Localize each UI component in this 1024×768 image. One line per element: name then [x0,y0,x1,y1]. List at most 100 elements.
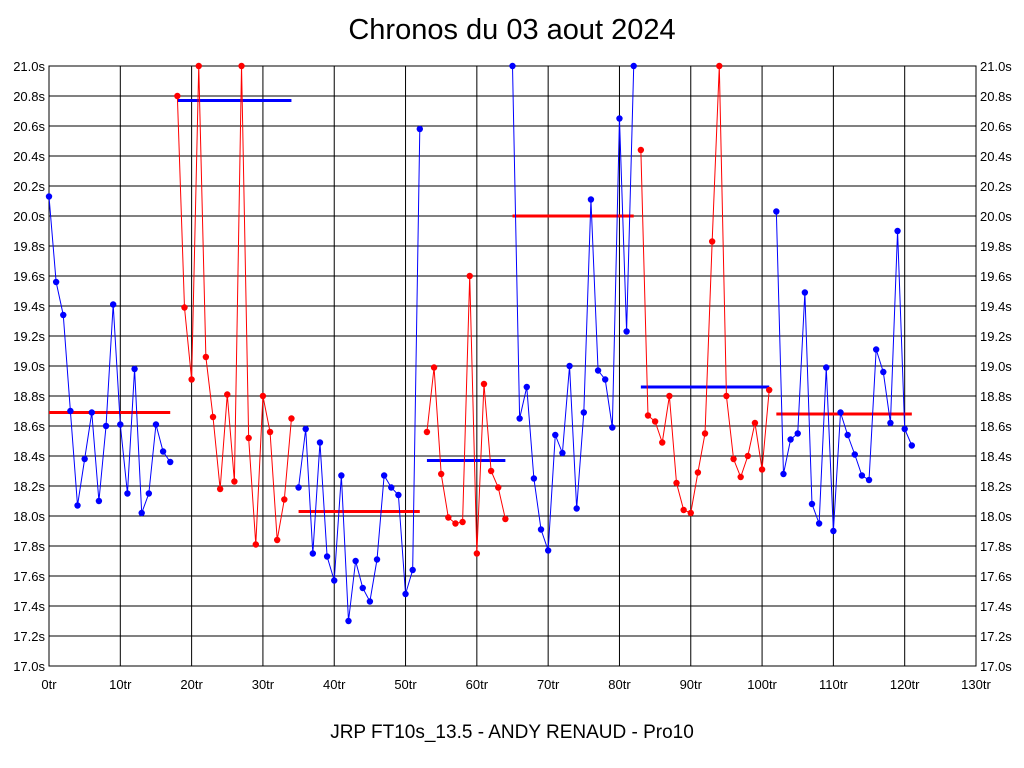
lap-point [202,353,210,361]
lap-point [580,409,588,416]
lap-point [316,439,324,446]
lap-point [331,577,338,584]
y-tick-label-left: 20.8s [13,89,45,104]
lap-point [794,430,801,437]
y-tick-label-left: 18.0s [13,509,45,524]
lap-point [323,553,331,560]
lap-point [309,550,317,557]
x-tick-label: 80tr [608,677,631,692]
lap-point [495,484,502,491]
lap-point [602,376,609,383]
lap-point [430,364,438,371]
y-tick-label-right: 20.4s [980,149,1012,164]
lap-point [837,409,844,416]
lap-point [787,436,794,443]
x-tick-label: 60tr [466,677,489,692]
lap-point [67,407,74,415]
x-tick-label: 130tr [961,677,991,692]
lap-series [45,62,916,625]
series-line [640,65,770,514]
lap-series-group [509,62,637,554]
y-tick-label-left: 17.6s [13,569,45,584]
lap-point [880,368,887,376]
lap-point [523,383,530,391]
y-tick-label-left: 20.4s [13,149,45,164]
grid-lines [48,65,977,667]
lap-point [509,62,516,70]
chart-footer: JRP FT10s_13.5 - ANDY RENAUD - Pro10 [330,722,694,743]
y-tick-label-left: 20.6s [13,119,45,134]
lap-point [815,520,823,527]
y-tick-label-left: 17.2s [13,629,45,644]
series-line [298,128,421,622]
x-tick-label: 120tr [890,677,920,692]
y-tick-label-right: 19.4s [980,299,1012,314]
y-tick-label-right: 17.2s [980,629,1012,644]
lap-point [352,557,359,565]
lap-point [395,491,402,499]
x-tick-label: 90tr [680,677,703,692]
lap-point [487,467,495,475]
series-line [48,196,171,514]
lap-series-group [295,125,423,625]
lap-point [409,566,416,574]
lap-point [102,422,110,430]
lap-point [673,479,680,487]
lap-point [751,419,759,427]
lap-point [259,392,267,400]
y-tick-label-right: 17.6s [980,569,1012,584]
lap-point [744,452,752,460]
lap-point [694,469,702,476]
lap-point [644,412,652,419]
lap-point [195,62,202,70]
y-tick-label-left: 18.6s [13,419,45,434]
lap-point [124,490,131,497]
y-tick-label-right: 18.6s [980,419,1012,434]
y-tick-label-left: 17.4s [13,599,45,614]
lap-point [359,584,366,592]
x-axis: 0tr 10tr 20tr 30tr 40tr 50tr 60tr 70tr 80tr 90tr 1… [41,677,991,692]
x-tick-label: 20tr [180,677,203,692]
lap-point [109,301,117,308]
lap-point [659,439,666,446]
lap-point [908,442,916,449]
lap-point [466,272,473,280]
lap-point [708,238,716,245]
y-tick-label-left: 17.8s [13,539,45,554]
lap-point [60,311,67,319]
lap-point [45,193,53,200]
lap-point [159,448,167,455]
lap-point [773,208,780,215]
lap-series-group [423,272,509,557]
lap-point [559,449,566,457]
x-tick-label: 50tr [394,677,417,692]
chart-title: Chronos du 03 aout 2024 [348,14,676,46]
y-tick-label-right: 20.0s [980,209,1012,224]
lap-point [566,362,573,370]
lap-point [865,476,873,484]
x-tick-label: 0tr [41,677,57,692]
lap-point [224,391,231,398]
lap-point [737,473,744,481]
lap-point [209,413,217,421]
lap-point [459,518,466,526]
lap-point [81,455,88,463]
lap-point [131,365,138,373]
lap-point [95,497,103,505]
y-tick-label-right: 18.0s [980,509,1012,524]
y-tick-label-right: 19.6s [980,269,1012,284]
lap-point [437,470,445,478]
lap-point [388,484,395,491]
lap-point [188,376,195,383]
lap-point [780,470,787,478]
lap-point [730,455,737,463]
y-tick-label-right: 20.2s [980,179,1012,194]
lap-point [181,304,188,311]
lap-point [52,278,60,286]
y-tick-label-right: 19.0s [980,359,1012,374]
y-tick-label-left: 17.0s [13,659,45,674]
series-line [775,211,913,532]
x-tick-label: 30tr [252,677,275,692]
y-tick-label-left: 20.0s [13,209,45,224]
lap-point [552,431,559,439]
